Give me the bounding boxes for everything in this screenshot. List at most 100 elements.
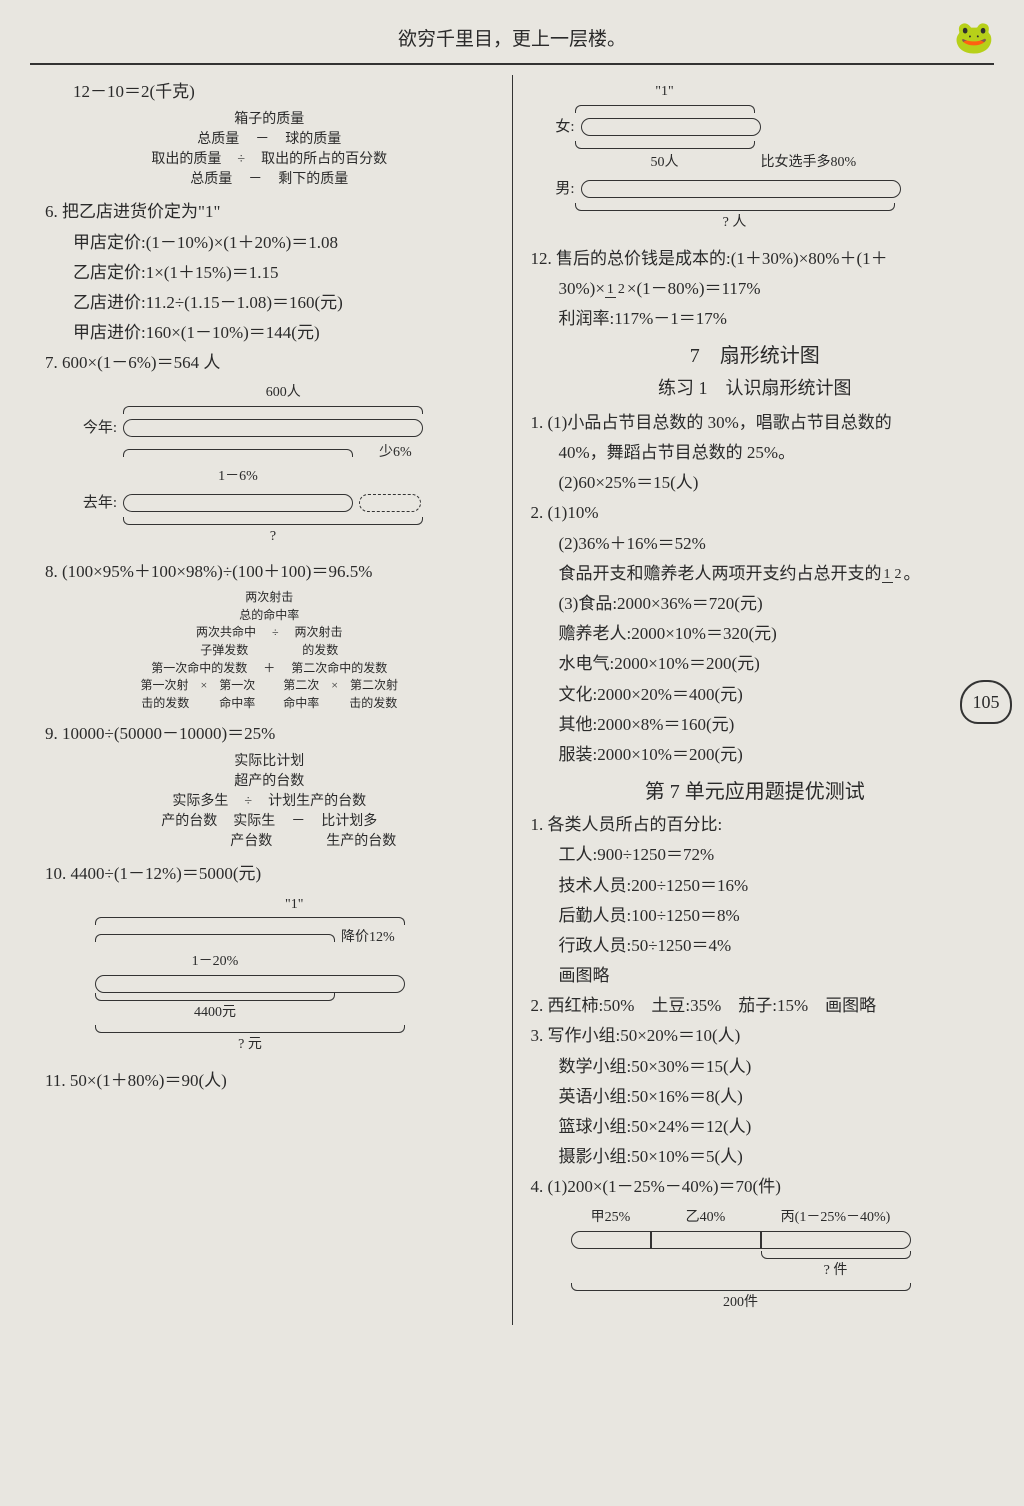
node: 箱子的质量 (230, 110, 308, 130)
text: 9. 10000÷(50000－10000)＝25% (45, 720, 494, 747)
node: 总的命中率 (235, 607, 303, 625)
node: 击的发数 (345, 695, 401, 713)
node: 产的台数 (157, 812, 221, 832)
text: 食品开支和赡养老人两项开支约占总开支的12。 (531, 560, 980, 587)
text: 2. 西红柿:50% 土豆:35% 茄子:15% 画图略 (531, 992, 980, 1019)
op: － (251, 130, 273, 150)
op: ＋ (259, 660, 279, 678)
node: 第一次 (215, 677, 259, 695)
text: 文化:2000×20%＝400(元) (531, 681, 980, 708)
page-number-badge: 105 (960, 680, 1012, 724)
label: ? 人 (575, 212, 895, 234)
node: 子弹发数 (196, 642, 252, 660)
node: 实际比计划 (230, 752, 308, 772)
node: 第一次射 (136, 677, 192, 695)
text: 英语小组:50×16%＝8(人) (531, 1083, 980, 1110)
node: 两次射击 (241, 589, 297, 607)
node: 第二次射 (346, 677, 402, 695)
sub-title: 练习 1 认识扇形统计图 (531, 374, 980, 403)
node: 第一次命中的发数 (147, 660, 251, 678)
op: × (327, 677, 342, 695)
text: 7. 600×(1－6%)＝564 人 (45, 349, 494, 376)
label: ? 元 (95, 1034, 405, 1056)
text: 后勤人员:100÷1250＝8% (531, 902, 980, 929)
text: 水电气:2000×10%＝200(元) (531, 650, 980, 677)
label: 乙40% (651, 1207, 761, 1229)
node: 命中率 (279, 695, 323, 713)
node: 取出的质量 (147, 150, 225, 170)
tree-diagram-1: 箱子的质量 总质量 － 球的质量 取出的质量 ÷ 取出的所占的百分数 总质量 －… (45, 110, 494, 191)
text: 工人:900÷1250＝72% (531, 841, 980, 868)
node: 击的发数 (137, 695, 193, 713)
label: 4400元 (95, 1002, 335, 1024)
text: 6. 把乙店进货价定为"1" (45, 198, 494, 225)
node: 实际多生 (168, 792, 232, 812)
node: 两次共命中 (192, 624, 260, 642)
op: － (244, 170, 266, 190)
op: ÷ (233, 150, 249, 170)
label: 丙(1－25%－40%) (761, 1207, 911, 1229)
left-column: 12－10＝2(千克) 箱子的质量 总质量 － 球的质量 取出的质量 ÷ 取出的… (35, 75, 513, 1324)
text: (2)60×25%＝15(人) (531, 469, 980, 496)
text: 。 (904, 564, 921, 583)
text: (2)36%＋16%＝52% (531, 530, 980, 557)
node: 超产的台数 (230, 772, 308, 792)
label: 男: (531, 177, 575, 201)
text: 甲店进价:160×(1－10%)＝144(元) (45, 319, 494, 346)
text: 2. (1)10% (531, 499, 980, 526)
op: × (196, 677, 211, 695)
label: 1－20% (95, 951, 335, 973)
label: "1" (95, 894, 494, 916)
text: 利润率:117%－1＝17% (531, 305, 980, 332)
text: 篮球小组:50×24%＝12(人) (531, 1113, 980, 1140)
text: 乙店定价:1×(1＋15%)＝1.15 (45, 259, 494, 286)
fraction: 12 (882, 568, 904, 582)
text: 30%)×12×(1－80%)＝117% (531, 275, 980, 302)
label: 去年: (73, 491, 117, 515)
node: 命中率 (215, 695, 259, 713)
page-header: 欲穷千里目，更上一层楼。 (30, 0, 994, 65)
text: 11. 50×(1＋80%)＝90(人) (45, 1067, 494, 1094)
text: 甲店定价:(1－10%)×(1＋20%)＝1.08 (45, 229, 494, 256)
text: 1. (1)小品占节目总数的 30%，唱歌占节目总数的 (531, 409, 980, 436)
bar-diagram-7: 600人 今年: 少6% 1－6% 去年: ? (45, 382, 494, 548)
text: 服装:2000×10%＝200(元) (531, 741, 980, 768)
node: 的发数 (298, 642, 342, 660)
node: 球的质量 (281, 130, 345, 150)
text: 3. 写作小组:50×20%＝10(人) (531, 1022, 980, 1049)
text: 30%)× (559, 279, 605, 298)
section-title: 第 7 单元应用题提优测试 (531, 776, 980, 808)
op: ÷ (240, 792, 256, 812)
right-column: "1" 女: 50人 比女选手多80% 男: ? 人 12. 售后的总价钱是成本… (513, 75, 990, 1324)
label: ? 件 (761, 1260, 911, 1282)
label: 降价12% (341, 927, 395, 949)
fraction: 12 (605, 283, 627, 297)
text: 12. 售后的总价钱是成本的:(1＋30%)×80%＋(1＋ (531, 245, 980, 272)
node: 取出的所占的百分数 (257, 150, 391, 170)
text: 赡养老人:2000×10%＝320(元) (531, 620, 980, 647)
node: 两次射击 (291, 624, 347, 642)
node: 计划生产的台数 (264, 792, 370, 812)
text: 其他:2000×8%＝160(元) (531, 711, 980, 738)
label: 甲25% (571, 1207, 651, 1229)
bar-diagram-11: "1" 女: 50人 比女选手多80% 男: ? 人 (531, 81, 980, 234)
text: 1. 各类人员所占的百分比: (531, 811, 980, 838)
node: 产台数 (226, 832, 276, 852)
node: 生产的台数 (322, 832, 400, 852)
text: 10. 4400÷(1－12%)＝5000(元) (45, 860, 494, 887)
tree-diagram-9: 实际比计划 超产的台数 实际多生 ÷ 计划生产的台数 产的台数 实际生 － 比计… (45, 752, 494, 853)
text: 画图略 (531, 962, 980, 989)
label: 50人 (575, 152, 755, 174)
text: 乙店进价:11.2÷(1.15－1.08)＝160(元) (45, 289, 494, 316)
node: 剩下的质量 (274, 170, 352, 190)
label: ? (123, 526, 423, 548)
section-title: 7 扇形统计图 (531, 340, 980, 372)
op: － (287, 812, 309, 832)
text: 食品开支和赡养老人两项开支约占总开支的 (559, 564, 882, 583)
text: 4. (1)200×(1－25%－40%)＝70(件) (531, 1173, 980, 1200)
text: 数学小组:50×30%＝15(人) (531, 1053, 980, 1080)
node: 第二次 (279, 677, 323, 695)
text: 8. (100×95%＋100×98%)÷(100＋100)＝96.5% (45, 558, 494, 585)
label: 1－6% (123, 466, 353, 488)
node: 实际生 (229, 812, 279, 832)
